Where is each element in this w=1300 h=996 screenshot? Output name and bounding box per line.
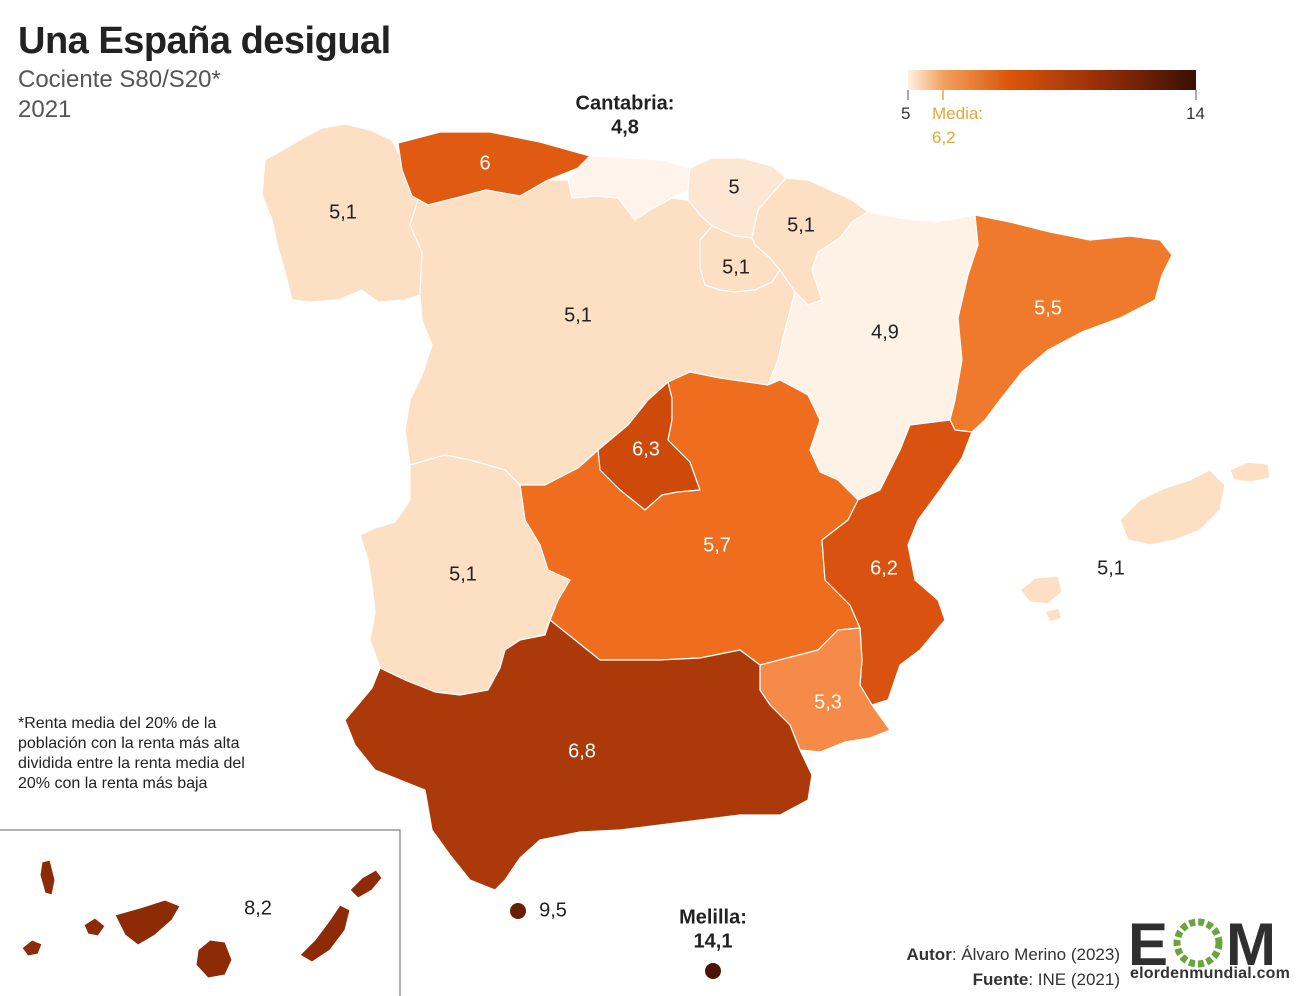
map-subtitle: Cociente S80/S20* xyxy=(18,66,221,93)
credit-source: Fuente: INE (2021) xyxy=(906,967,1120,992)
logo-globe-icon xyxy=(1173,918,1223,968)
legend xyxy=(907,70,1197,100)
label-pais-vasco: 5 xyxy=(728,176,739,198)
island-la-palma[interactable] xyxy=(39,859,56,896)
island-gran-canaria[interactable] xyxy=(195,939,233,979)
eom-logo: E M xyxy=(1128,911,1276,978)
label-ceuta: 9,5 xyxy=(539,899,567,921)
label-murcia: 5,3 xyxy=(814,691,842,713)
legend-min-label: 5 xyxy=(901,104,911,123)
credit-source-label: Fuente xyxy=(972,970,1029,989)
label-navarra: 5,1 xyxy=(787,214,815,236)
label-aragon: 4,9 xyxy=(871,321,899,343)
legend-max-label: 14 xyxy=(1186,104,1205,123)
label-canarias: 8,2 xyxy=(244,897,272,919)
label-cantabria-name: Cantabria: xyxy=(576,92,675,114)
logo-letter-m: M xyxy=(1226,911,1276,978)
region-andalucia[interactable] xyxy=(344,619,813,891)
footnote: *Renta media del 20% de la población con… xyxy=(18,715,245,792)
region-baleares-formentera[interactable] xyxy=(1044,607,1063,623)
canarias-inset xyxy=(0,829,401,996)
map-title: Una España desigual xyxy=(18,20,391,62)
region-baleares-ibiza[interactable] xyxy=(1019,575,1063,605)
map-year: 2021 xyxy=(18,96,72,123)
region-labels: 5,1 6 Cantabria: 4,8 5 5,1 5,1 5,1 4,9 5… xyxy=(244,92,1125,952)
region-ceuta[interactable] xyxy=(510,903,526,919)
credits: Autor: Álvaro Merino (2023) Fuente: INE … xyxy=(906,942,1120,992)
region-baleares-menorca[interactable] xyxy=(1229,461,1271,483)
label-melilla-name: Melilla: xyxy=(679,906,747,928)
logo-site-text: elordenmundial.com xyxy=(1130,965,1291,982)
inset-frame xyxy=(0,829,401,996)
region-galicia[interactable] xyxy=(261,123,423,303)
label-extremadura: 5,1 xyxy=(449,563,477,585)
label-valencia: 6,2 xyxy=(870,557,898,579)
region-melilla[interactable] xyxy=(705,963,721,979)
label-galicia: 5,1 xyxy=(329,201,357,223)
logo-letter-e: E xyxy=(1128,911,1168,978)
legend-mean-value: 6,2 xyxy=(932,128,956,147)
label-asturias: 6 xyxy=(479,152,490,174)
island-lanzarote[interactable] xyxy=(349,869,383,899)
label-melilla: 14,1 xyxy=(694,930,733,952)
label-la-rioja: 5,1 xyxy=(722,256,750,278)
label-andalucia: 6,8 xyxy=(568,740,596,762)
label-castilla-la-mancha: 5,7 xyxy=(703,534,731,556)
region-cataluna[interactable] xyxy=(949,214,1173,433)
island-la-gomera[interactable] xyxy=(83,917,106,937)
island-fuerteventura[interactable] xyxy=(299,904,351,963)
label-cataluna: 5,5 xyxy=(1034,297,1062,319)
label-baleares: 5,1 xyxy=(1097,557,1125,579)
legend-color-bar xyxy=(908,70,1196,90)
label-madrid: 6,3 xyxy=(632,438,660,460)
credit-author: Autor: Álvaro Merino (2023) xyxy=(906,942,1120,967)
credit-author-value: : Álvaro Merino (2023) xyxy=(951,945,1120,964)
credit-author-label: Autor xyxy=(906,945,952,964)
island-el-hierro[interactable] xyxy=(21,939,43,957)
island-tenerife[interactable] xyxy=(114,899,181,946)
region-baleares-mallorca[interactable] xyxy=(1119,469,1226,546)
region-valencia[interactable] xyxy=(821,419,973,706)
label-cantabria: 4,8 xyxy=(611,116,639,138)
label-castilla-leon: 5,1 xyxy=(564,304,592,326)
legend-mean-label: Media: xyxy=(932,104,984,123)
credit-source-value: : INE (2021) xyxy=(1028,970,1120,989)
